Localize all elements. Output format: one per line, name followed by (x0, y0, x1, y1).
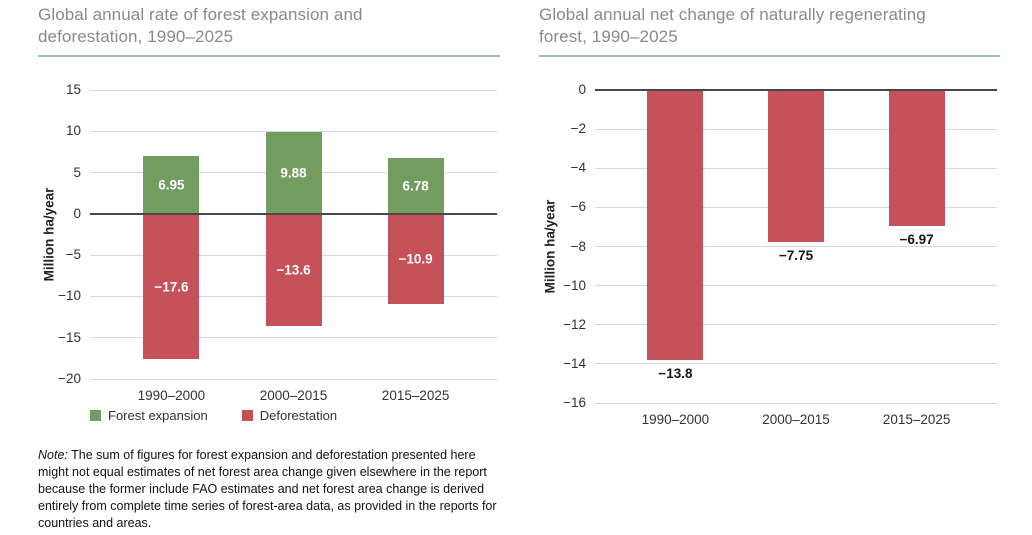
grid-line (595, 285, 997, 287)
grid-line (595, 363, 997, 365)
grid-line (595, 324, 997, 326)
bar-net-change (647, 90, 704, 360)
grid-line (595, 246, 997, 247)
chart-title: Global annual rate of forest expansion a… (38, 5, 363, 47)
y-tick-label: −2 (570, 121, 586, 137)
bar-net-change (888, 90, 945, 227)
zero-line (595, 89, 997, 91)
bar-value-label: −17.6 (154, 279, 189, 295)
y-tick-label: −4 (570, 160, 586, 176)
x-tick-label: 2015–2025 (381, 388, 450, 403)
y-tick-label: −10 (58, 288, 81, 304)
y-axis-title: Million ha/year (542, 199, 558, 294)
legend-swatch-forest-expansion (90, 410, 101, 421)
bar-forest-expansion (265, 132, 322, 214)
y-tick-label: −6 (570, 199, 586, 215)
note-text: The sum of figures for forest expansion … (38, 448, 497, 530)
grid-line (90, 337, 497, 339)
y-tick-label: −14 (563, 355, 586, 371)
bar-forest-expansion (143, 156, 200, 214)
legend-item-forest-expansion: Forest expansion (90, 408, 208, 423)
legend-swatch-deforestation (241, 410, 253, 421)
bar-value-label: 9.88 (280, 165, 307, 181)
bar-value-label: −10.9 (398, 251, 433, 267)
bar-value-label: −7.75 (778, 247, 814, 263)
y-tick-label: 10 (65, 123, 81, 139)
x-tick-label: 2015–2025 (882, 412, 951, 427)
bar-value-label: −13.8 (658, 365, 693, 381)
y-tick-label: −15 (58, 329, 81, 345)
legend: Forest expansion Deforestation (90, 408, 337, 423)
grid-line (90, 130, 497, 132)
legend-item-deforestation: Deforestation (241, 408, 338, 423)
bar-value-label: 6.95 (158, 177, 185, 193)
title-underline (539, 55, 1000, 57)
y-tick-label: 15 (65, 82, 81, 97)
zero-line (90, 212, 497, 215)
y-tick-label: −16 (563, 395, 586, 410)
x-tick-label: 2000–2015 (762, 412, 830, 427)
y-tick-label: −10 (563, 277, 586, 293)
bar-value-label: −13.6 (276, 262, 311, 278)
y-tick-label: −8 (570, 238, 586, 254)
y-tick-label: −12 (563, 316, 586, 332)
x-tick-label: 1990–2000 (641, 412, 710, 427)
title-underline (38, 55, 500, 57)
figure-note: Note: The sum of figures for forest expa… (38, 447, 500, 532)
y-tick-label: 0 (578, 82, 586, 97)
chart-card-expansion-deforestation: Global annual rate of forest expansion a… (38, 0, 500, 535)
bar-deforestation (143, 213, 200, 360)
plot-area: 0 −2 −4 −6 −8 −10 −12 −14 −16 1990–2000 −13.8 2000–… (563, 82, 997, 427)
bar-deforestation (265, 213, 322, 327)
y-tick-label: 0 (73, 205, 81, 221)
plot-area: 15 10 5 0 −5 −10 −15 −20 1990–2000 6.95 −17.6 2000–… (58, 82, 497, 403)
legend-label: Forest expansion (108, 408, 208, 423)
bar-value-label: 6.78 (402, 178, 429, 194)
grid-line (90, 89, 497, 91)
legend-label: Deforestation (259, 408, 338, 423)
y-tick-label: 5 (73, 164, 81, 180)
y-tick-label: −20 (58, 371, 81, 386)
grid-line (595, 402, 997, 404)
grid-line (90, 378, 497, 380)
note-label: Note: (38, 448, 68, 462)
bar-value-label: −6.97 (899, 232, 934, 248)
x-tick-label: 2000–2015 (259, 388, 328, 403)
bar-deforestation (387, 213, 444, 304)
chart-title: Global annual net change of naturally re… (539, 5, 926, 47)
x-tick-label: 1990–2000 (137, 388, 206, 403)
chart-card-net-change: Global annual net change of naturally re… (539, 0, 1000, 535)
y-axis-title: Million ha/year (41, 187, 57, 282)
bar-net-change (768, 90, 824, 242)
y-tick-label: −5 (65, 247, 81, 263)
bar-forest-expansion (387, 157, 444, 214)
